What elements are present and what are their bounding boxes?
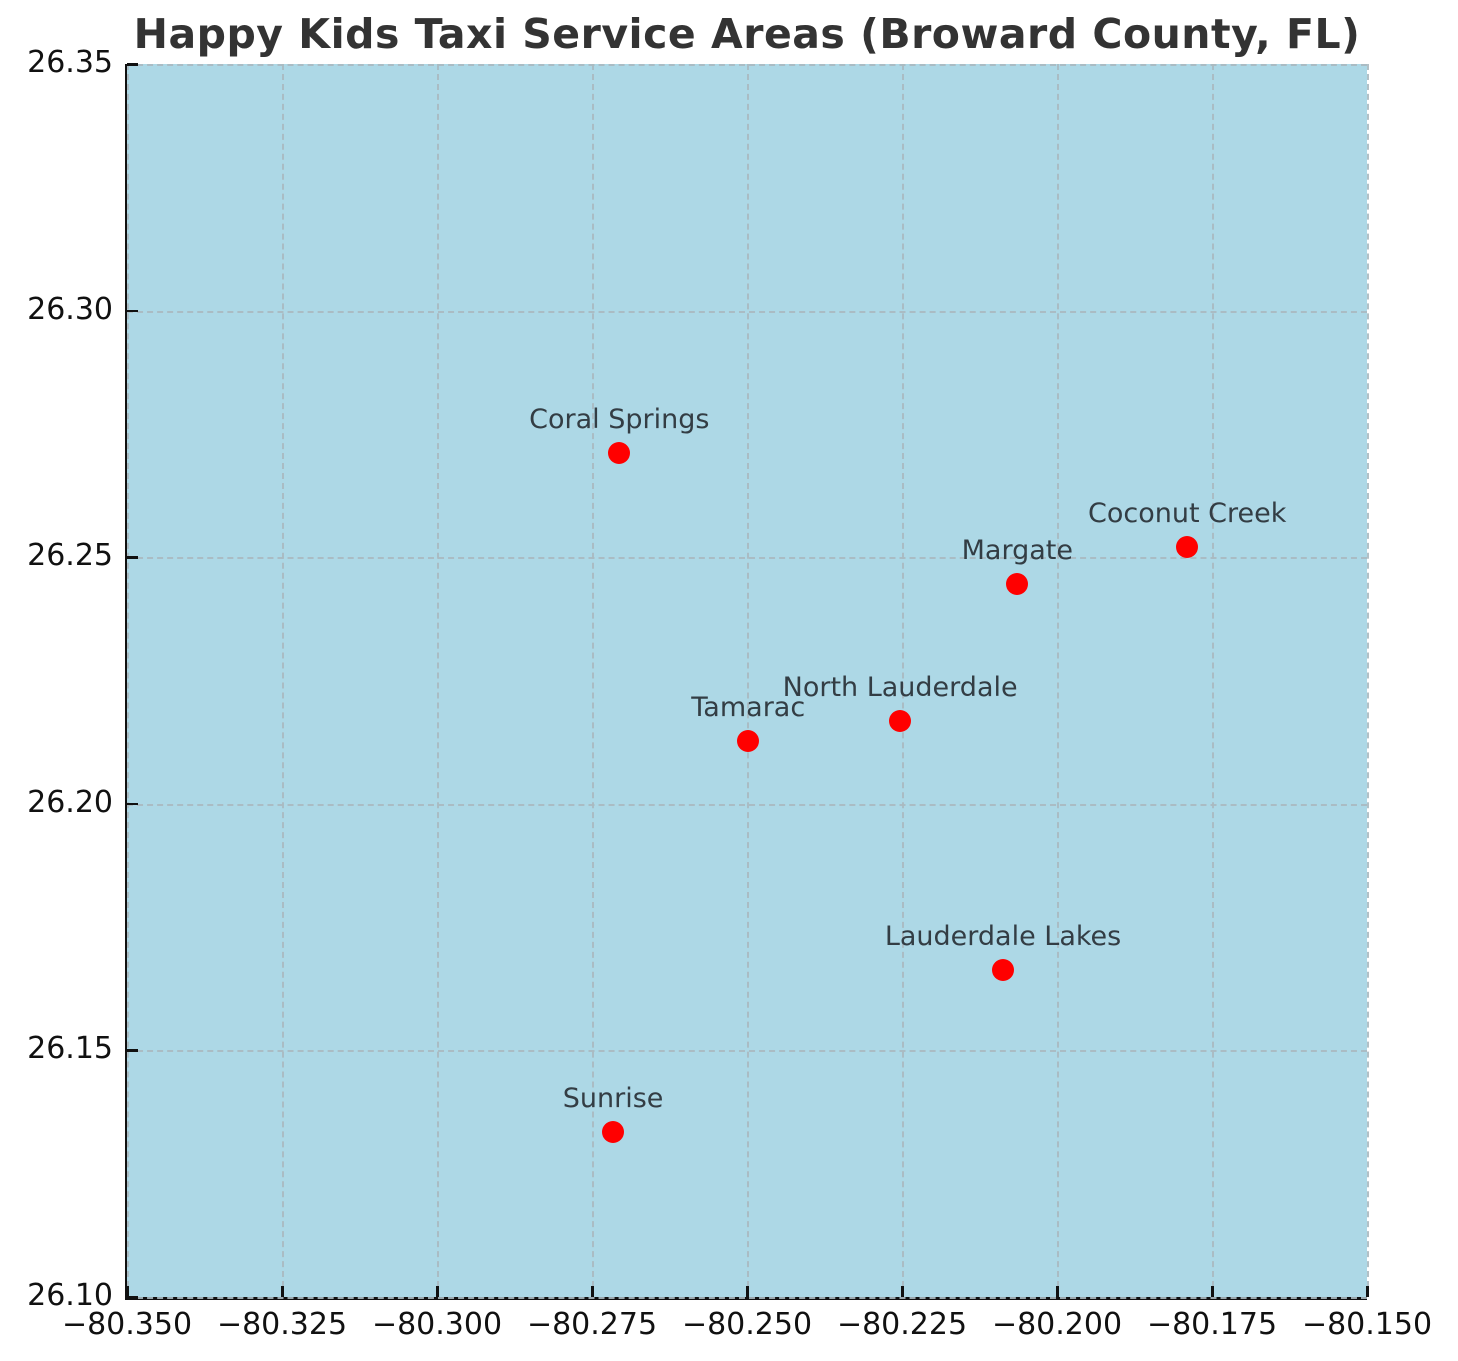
x-tick-mark <box>1366 1286 1369 1297</box>
city-point <box>992 958 1015 981</box>
chart-title: Happy Kids Taxi Service Areas (Broward C… <box>133 10 1361 58</box>
x-gridline <box>747 64 749 1297</box>
y-tick-mark <box>127 1296 138 1299</box>
y-tick-label: 26.35 <box>27 45 113 80</box>
x-tick-label: −80.150 <box>1301 1307 1433 1342</box>
y-gridline <box>127 64 1367 66</box>
x-gridline <box>1212 64 1214 1297</box>
city-point <box>1176 536 1199 559</box>
y-tick-mark <box>127 1049 138 1052</box>
y-gridline <box>127 1297 1367 1299</box>
x-tick-mark <box>901 1286 904 1297</box>
x-tick-label: −80.225 <box>836 1307 968 1342</box>
y-gridline <box>127 803 1367 806</box>
x-tick-label: −80.300 <box>371 1307 503 1342</box>
city-point <box>602 1120 625 1143</box>
x-tick-mark <box>436 1286 439 1297</box>
x-tick-label: −80.250 <box>681 1307 813 1342</box>
city-label: Coconut Creek <box>1088 498 1287 530</box>
y-tick-mark <box>127 309 138 313</box>
city-label: Lauderdale Lakes <box>884 920 1122 952</box>
x-tick-label: −80.325 <box>216 1307 348 1342</box>
x-tick-mark <box>1211 1286 1214 1297</box>
city-label: Coral Springs <box>529 403 710 435</box>
city-point <box>889 709 912 732</box>
y-tick-label: 26.15 <box>27 1031 113 1067</box>
y-tick-label: 26.10 <box>27 1278 113 1313</box>
y-tick-mark <box>127 802 138 806</box>
x-gridline <box>1057 64 1059 1297</box>
x-gridline <box>437 64 439 1297</box>
city-label: Tamarac <box>691 691 806 723</box>
y-tick-mark <box>127 556 138 559</box>
city-label: North Lauderdale <box>782 671 1018 703</box>
y-gridline <box>127 557 1367 560</box>
city-point <box>737 729 760 752</box>
x-gridline <box>282 64 284 1297</box>
x-gridline <box>127 64 129 1297</box>
x-gridline <box>1367 64 1369 1297</box>
x-tick-label: −80.200 <box>991 1307 1123 1342</box>
city-point <box>1006 573 1029 596</box>
x-tick-mark <box>126 1286 129 1297</box>
y-tick-label: 26.25 <box>27 538 113 574</box>
x-tick-mark <box>281 1286 284 1297</box>
x-tick-label: −80.350 <box>61 1307 193 1342</box>
x-tick-label: −80.275 <box>526 1307 658 1342</box>
plot-area: Coral Springs Coconut Creek Margate North L… <box>125 63 1369 1300</box>
y-tick-label: 26.30 <box>27 291 113 327</box>
x-gridline <box>902 64 904 1297</box>
x-tick-label: −80.175 <box>1146 1307 1278 1342</box>
city-label: Sunrise <box>562 1082 664 1114</box>
x-gridline <box>592 64 594 1297</box>
y-gridline <box>127 310 1367 313</box>
city-label: Margate <box>961 535 1073 567</box>
y-gridline <box>127 1050 1367 1053</box>
x-tick-mark <box>1056 1286 1059 1297</box>
x-tick-mark <box>591 1286 594 1297</box>
y-tick-label: 26.20 <box>27 784 113 820</box>
city-point <box>608 441 631 464</box>
x-tick-mark <box>746 1286 749 1297</box>
y-tick-mark <box>127 63 138 66</box>
